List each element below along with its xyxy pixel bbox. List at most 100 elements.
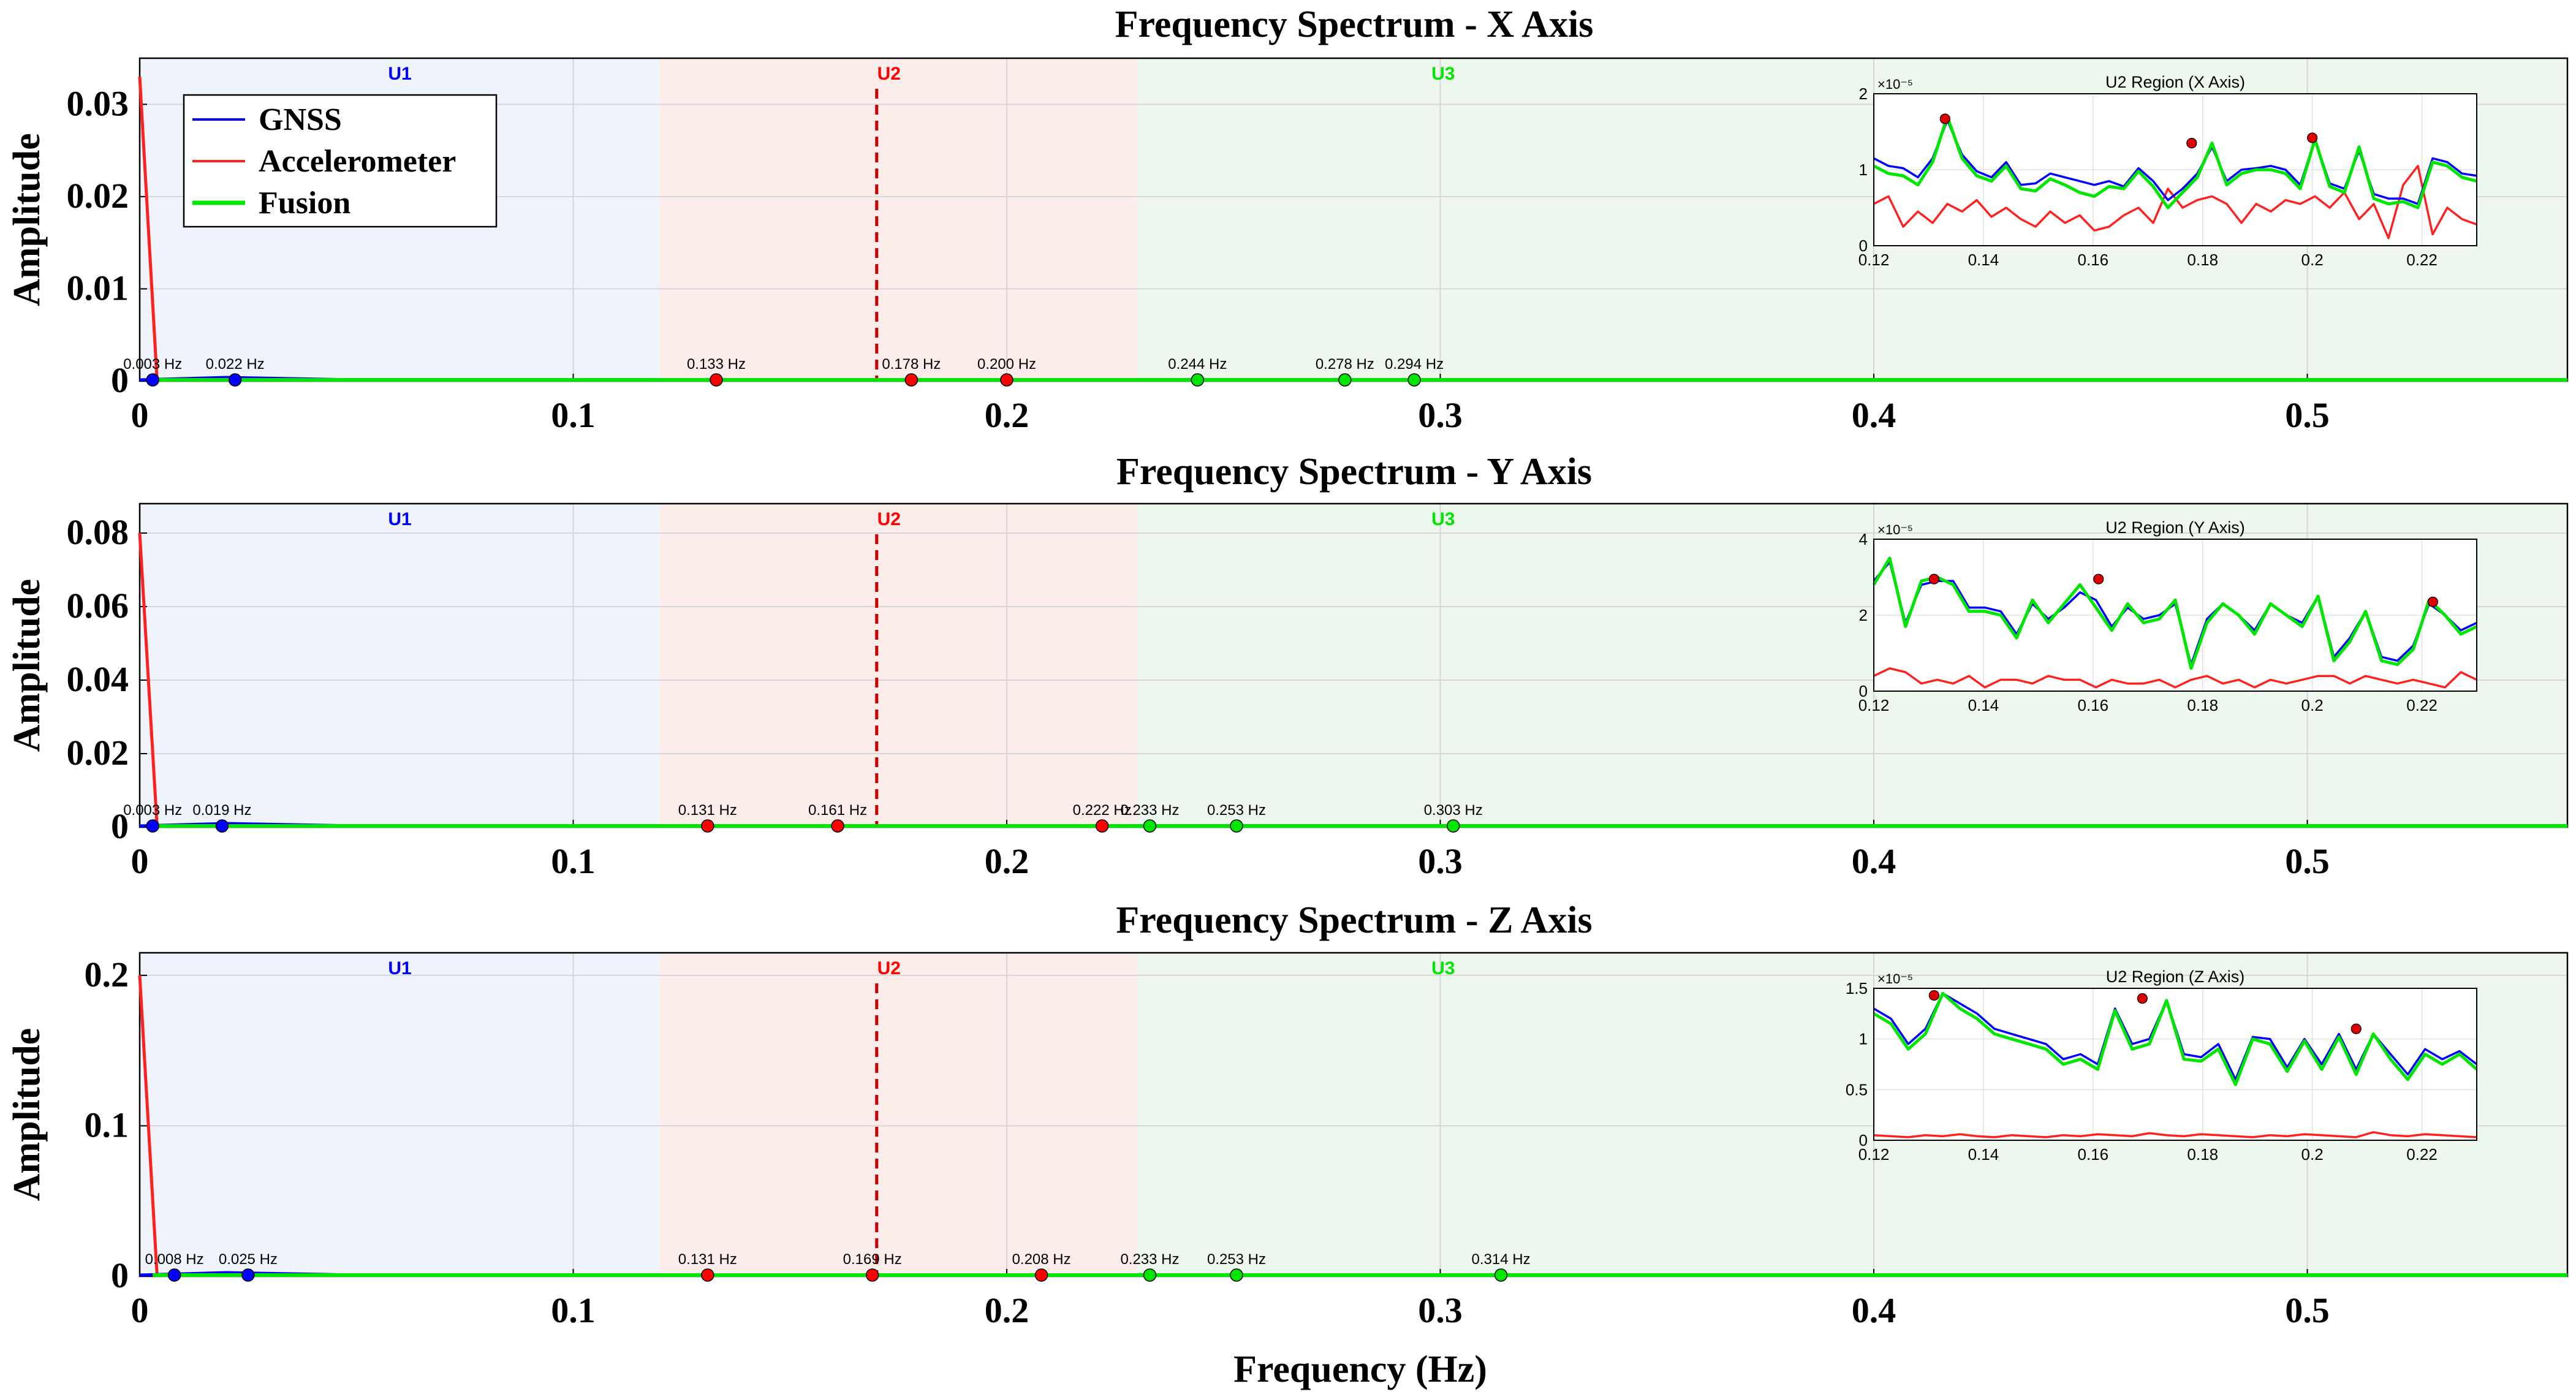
peak-label: 0.253 Hz [1207,802,1266,819]
peak-label: 0.200 Hz [977,356,1036,373]
x-tick-label: 0.2 [985,841,1029,881]
region-band-u2 [660,58,1137,381]
peak-marker [1000,373,1013,387]
peak-marker [1230,819,1243,833]
x-tick-label: 0.1 [551,841,596,881]
peak-label: 0.233 Hz [1120,802,1179,819]
peak-marker [1095,819,1109,833]
inset-x-tick-label: 0.22 [2406,1145,2438,1164]
inset-y-tick-label: 1 [1859,1030,1868,1048]
legend-label-accelerometer: Accelerometer [259,144,456,179]
peak-marker [701,819,714,833]
peak-marker [1494,1268,1508,1282]
x-tick-label: 0.2 [985,1290,1029,1330]
y-axis-label: Amplitude [6,1028,48,1201]
panel-title: Frequency Spectrum - Y Axis [1116,451,1592,493]
inset-x-tick-label: 0.22 [2406,251,2438,269]
peak-label: 0.161 Hz [808,802,867,819]
x-tick-label: 0 [131,1290,149,1330]
y-axis-label: Amplitude [6,133,48,306]
x-tick-label: 0.4 [1852,1290,1896,1330]
peak-marker [710,373,723,387]
inset-x-tick-label: 0.2 [2301,251,2324,269]
x-tick-label: 0.4 [1852,395,1896,435]
inset-peak-marker [2307,132,2318,143]
inset-x-tick-label: 0.14 [1968,696,1999,714]
y-tick-label: 0.03 [67,83,129,123]
peak-label: 0.303 Hz [1424,802,1483,819]
peak-label: 0.008 Hz [145,1251,204,1268]
peak-label: 0.003 Hz [123,802,182,819]
inset-u2-region: U2 Region (Z Axis) ×10⁻⁵ 0.12 0.14 0.16 0.18 0… [1846,967,2478,1164]
y-tick-label: 0.01 [67,268,129,308]
peak-label: 0.208 Hz [1012,1251,1071,1268]
inset-line-accelerometer [1873,1131,2477,1138]
peak-label: 0.294 Hz [1385,356,1444,373]
inset-peak-marker [2093,574,2104,585]
x-tick-label: 0.1 [551,1290,596,1330]
peak-label: 0.019 Hz [192,802,251,819]
x-tick-label: 0.5 [2285,1290,2330,1330]
peak-marker [1230,1268,1243,1282]
inset-line-accelerometer [1873,667,2477,689]
inset-peak-marker [2351,1023,2362,1034]
inset-x-tick-label: 0.18 [2187,696,2218,714]
inset-axes-box [1873,539,2477,692]
y-tick-label: 0.04 [67,659,129,699]
inset-title: U2 Region (Y Axis) [2105,518,2245,537]
x-tick-label: 0.3 [1418,841,1463,881]
peak-label: 0.178 Hz [882,356,941,373]
region-label-u3: U3 [1431,509,1455,529]
peak-label: 0.222 Hz [1073,802,1132,819]
inset-peak-marker [2186,138,2197,149]
inset-x-tick-label: 0.12 [1858,1145,1890,1164]
peak-label: 0.003 Hz [123,356,182,373]
region-label-u2: U2 [877,64,901,84]
peak-marker [1143,1268,1157,1282]
inset-peak-marker [1939,113,1950,124]
x-tick-label: 0.5 [2285,395,2330,435]
inset-x-tick-label: 0.14 [1968,251,1999,269]
inset-y-tick-label: 2 [1859,85,1868,103]
inset-y-tick-label: 1 [1859,161,1868,179]
peak-marker [146,819,159,833]
inset-y-tick-label: 1.5 [1846,979,1868,998]
x-tick-label: 0.1 [551,395,596,435]
inset-y-tick-label: 0 [1859,1131,1868,1149]
inset-line-fusion [1872,556,2478,670]
inset-x-tick-label: 0.12 [1858,251,1890,269]
inset-x-tick-label: 0.16 [2078,696,2109,714]
y-tick-label: 0.02 [67,176,129,216]
inset-x-tick-label: 0.14 [1968,1145,1999,1164]
x-tick-label: 0.5 [2285,841,2330,881]
inset-exponent: ×10⁻⁵ [1877,971,1913,986]
peak-marker [1407,373,1421,387]
peak-marker [1446,819,1460,833]
peak-label: 0.314 Hz [1472,1251,1531,1268]
inset-axes-box [1873,93,2477,246]
inset-x-tick-label: 0.18 [2187,251,2218,269]
inset-exponent: ×10⁻⁵ [1877,522,1913,537]
legend-label-fusion: Fusion [259,186,350,221]
region-band-u2 [660,953,1137,1276]
inset-peak-marker [1928,574,1939,585]
peak-label: 0.278 Hz [1316,356,1374,373]
inset-peak-marker [2137,993,2148,1004]
peak-marker [831,819,844,833]
inset-peak-marker [1928,990,1939,1001]
inset-x-tick-label: 0.22 [2406,696,2438,714]
x-tick-label: 0 [131,841,149,881]
x-axis-label: Frequency (Hz) [1233,1349,1487,1390]
panel-title: Frequency Spectrum - X Axis [1115,4,1594,45]
region-band-u2 [660,504,1137,827]
inset-y-tick-label: 4 [1859,530,1868,548]
peak-label: 0.253 Hz [1207,1251,1266,1268]
inset-peak-marker [2427,596,2439,607]
legend-label-gnss: GNSS [259,102,342,137]
inset-u2-region: U2 Region (Y Axis) ×10⁻⁵ 0.12 0.14 0.16 0.18 0… [1858,518,2478,714]
panel-title: Frequency Spectrum - Z Axis [1116,899,1592,941]
y-axis-label: Amplitude [6,579,48,752]
inset-line-fusion [1873,991,2478,1086]
y-tick-label: 0 [111,360,129,400]
